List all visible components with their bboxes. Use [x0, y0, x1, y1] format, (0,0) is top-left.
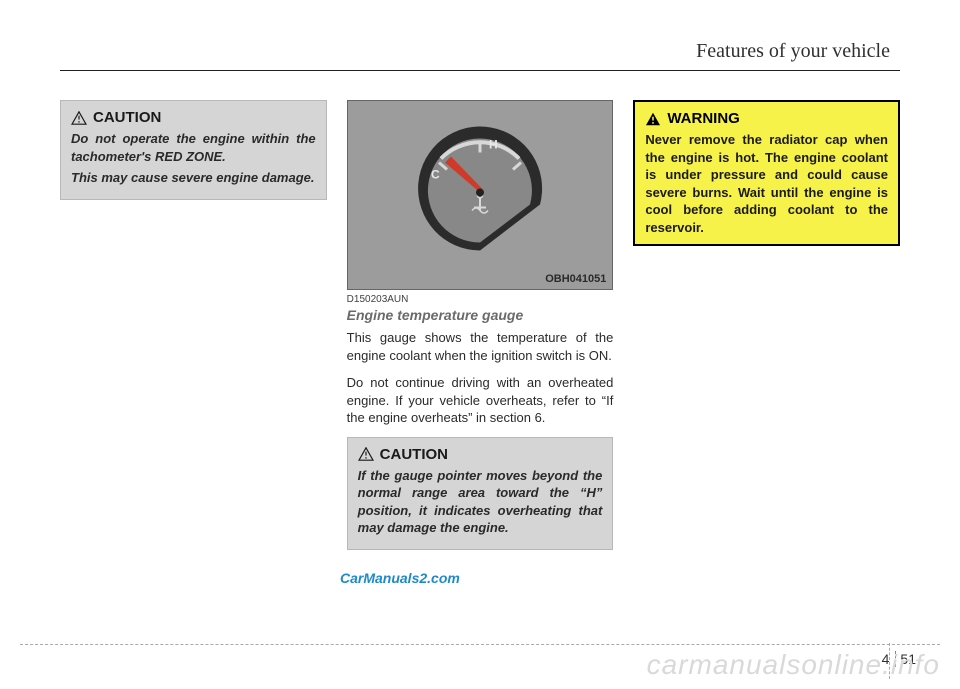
gauge-figure: H C OBH041051 [347, 100, 614, 290]
caution-heading: CAUTION [71, 109, 316, 126]
caution-label: CAUTION [93, 109, 161, 126]
warning-icon [645, 112, 661, 126]
caution-box-tachometer: CAUTION Do not operate the engine within… [60, 100, 327, 200]
warning-body: Never remove the radiator cap when the e… [645, 131, 888, 236]
warning-heading: WARNING [645, 110, 888, 127]
caution-icon [358, 447, 374, 461]
caution-body-2: If the gauge pointer moves beyond the no… [358, 467, 603, 537]
column-1: CAUTION Do not operate the engine within… [60, 100, 327, 564]
gauge-graphic: H C [405, 123, 555, 268]
caution-label-2: CAUTION [380, 446, 448, 463]
caution-box-gauge: CAUTION If the gauge pointer moves beyon… [347, 437, 614, 550]
section-code: D150203AUN [347, 294, 614, 305]
content-columns: CAUTION Do not operate the engine within… [60, 100, 900, 564]
column-2: H C OBH041051 D150203AUN Eng [347, 100, 614, 564]
gauge-para-2: Do not continue driving with an overheat… [347, 374, 614, 427]
caution-icon [71, 111, 87, 125]
gauge-subheading: Engine temperature gauge [347, 307, 614, 323]
watermark-site: carmanualsonline.info [647, 649, 940, 681]
warning-box-radiator: WARNING Never remove the radiator cap wh… [633, 100, 900, 246]
header-rule [60, 70, 900, 71]
caution-line-1: Do not operate the engine within the tac… [71, 130, 316, 165]
header-title: Features of your vehicle [696, 40, 890, 63]
figure-code: OBH041051 [545, 273, 606, 285]
page-header: Features of your vehicle [60, 40, 900, 80]
footer-dashed-horizontal [20, 644, 940, 645]
caution-body: Do not operate the engine within the tac… [71, 130, 316, 187]
caution-gauge-text: If the gauge pointer moves beyond the no… [358, 467, 603, 537]
caution-heading-2: CAUTION [358, 446, 603, 463]
warning-label: WARNING [667, 110, 740, 127]
caution-line-2: This may cause severe engine damage. [71, 169, 316, 187]
manual-page: Features of your vehicle CAUTION Do not … [0, 0, 960, 689]
svg-text:H: H [489, 138, 498, 152]
gauge-para-1: This gauge shows the temperature of the … [347, 329, 614, 364]
watermark-link: CarManuals2.com [340, 570, 460, 586]
column-3: WARNING Never remove the radiator cap wh… [633, 100, 900, 564]
svg-text:C: C [431, 168, 440, 182]
